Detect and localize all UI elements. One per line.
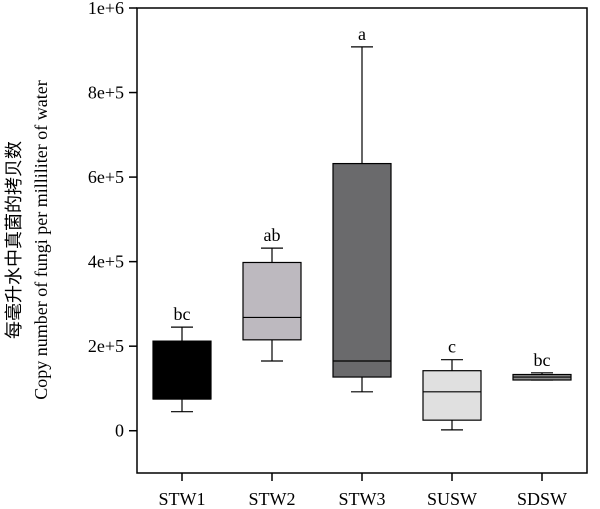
x-category-label: STW3	[339, 489, 386, 509]
box-stw1: bc	[152, 304, 212, 413]
y-tick-label: 1e+6	[88, 0, 124, 18]
y-axis-title-english: Copy number of fungi per milliliter of w…	[31, 80, 51, 399]
box-body	[152, 340, 212, 400]
significance-label: bc	[174, 304, 191, 324]
x-category-label: STW2	[249, 489, 296, 509]
y-axis: 0 2e+5 4e+5 6e+5 8e+5 1e+6	[88, 0, 137, 441]
box-body	[242, 261, 302, 341]
box-sdsw: bc	[512, 350, 572, 381]
y-axis-title: 每毫升水中真菌的拷贝数 Copy number of fungi per mil…	[4, 80, 51, 399]
box-susw: c	[422, 337, 482, 431]
y-tick-label: 4e+5	[88, 252, 124, 272]
box-body	[332, 162, 392, 378]
y-tick-label: 6e+5	[88, 167, 124, 187]
significance-label: a	[358, 24, 366, 44]
significance-label: c	[448, 337, 456, 357]
box-stw2: ab	[242, 225, 302, 362]
box-stw3: a	[332, 24, 392, 393]
y-tick-label: 0	[115, 421, 124, 441]
x-category-label: STW1	[159, 489, 206, 509]
x-category-label: SUSW	[427, 489, 477, 509]
significance-label: ab	[264, 225, 281, 245]
box-body	[422, 370, 482, 421]
y-axis-title-chinese: 每毫升水中真菌的拷贝数	[4, 141, 24, 339]
significance-label: bc	[534, 350, 551, 370]
y-tick-label: 2e+5	[88, 336, 124, 356]
x-axis: STW1 STW2 STW3 SUSW SDSW	[159, 473, 567, 509]
boxes: bc ab a c bc	[152, 24, 572, 431]
x-category-label: SDSW	[517, 489, 567, 509]
y-tick-label: 8e+5	[88, 83, 124, 103]
